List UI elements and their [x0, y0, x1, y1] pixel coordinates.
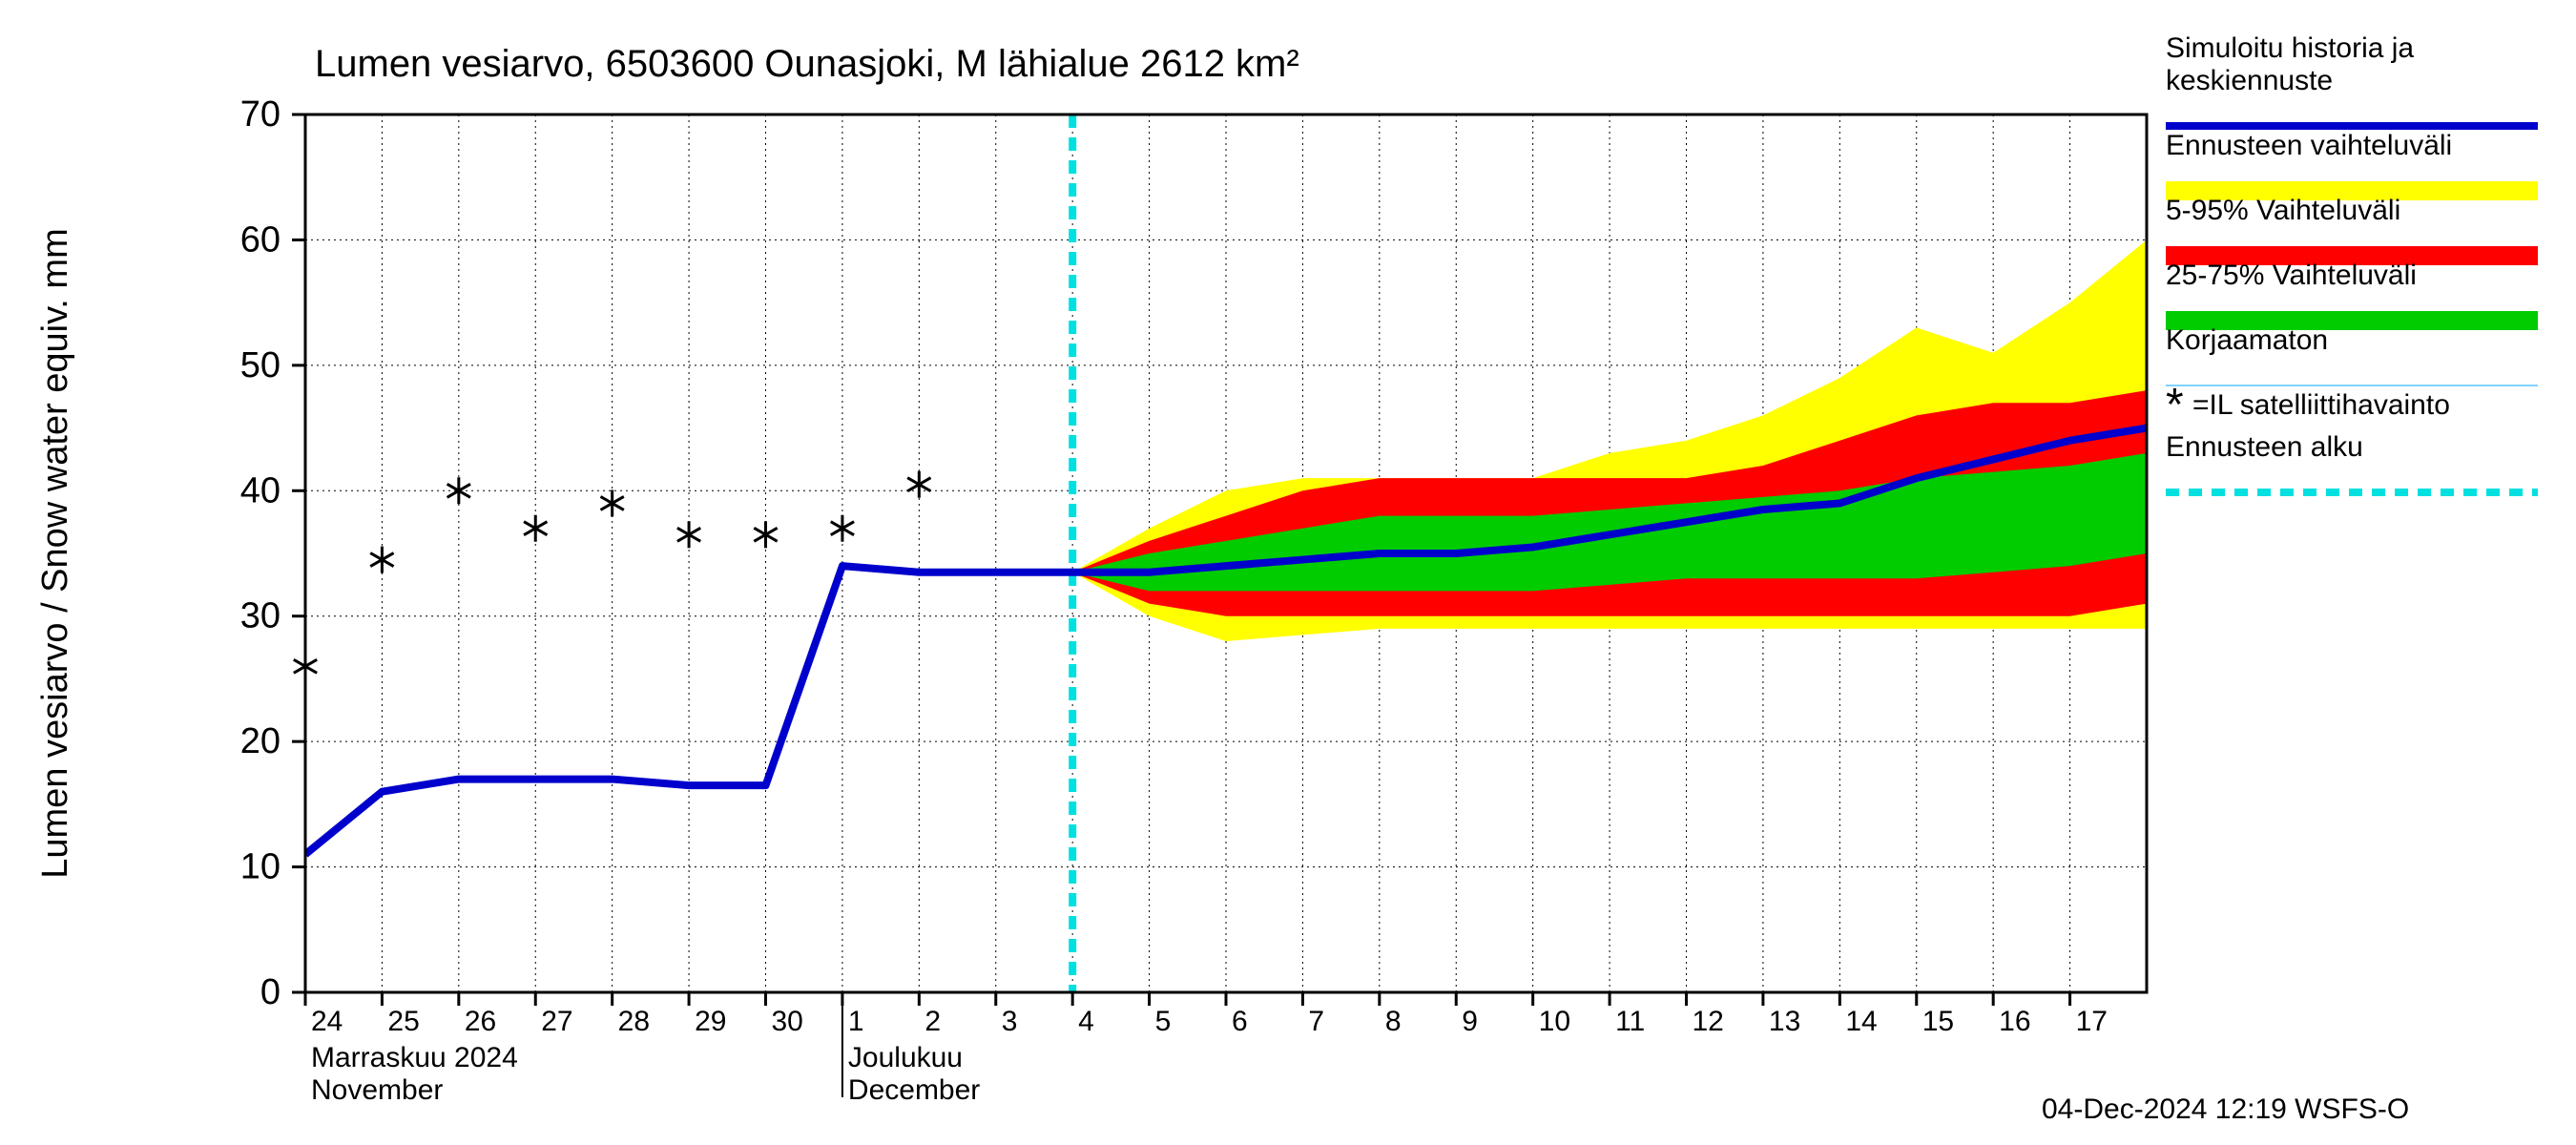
legend-label: Ennusteen alku: [2166, 431, 2363, 463]
xtick-label: 15: [1922, 1006, 1954, 1037]
legend-label: 5-95% Vaihteluväli: [2166, 195, 2400, 226]
xtick-label: 27: [541, 1006, 572, 1037]
xtick-label: 7: [1308, 1006, 1324, 1037]
legend-label: Ennusteen vaihteluväli: [2166, 130, 2452, 161]
month-label-bot-left: November: [311, 1074, 443, 1106]
legend-label: =IL satelliittihavainto: [2192, 389, 2450, 421]
legend-label: keskiennuste: [2166, 65, 2333, 96]
xtick-label: 30: [772, 1006, 803, 1037]
ytick-label: 70: [240, 94, 280, 135]
xtick-label: 24: [311, 1006, 343, 1037]
xtick-label: 6: [1232, 1006, 1248, 1037]
month-label-bot-right: December: [848, 1074, 980, 1106]
xtick-label: 11: [1615, 1006, 1645, 1037]
xtick-label: 29: [695, 1006, 726, 1037]
xtick-label: 14: [1845, 1006, 1877, 1037]
legend-label: Korjaamaton: [2166, 324, 2328, 356]
ytick-label: 60: [240, 219, 280, 260]
xtick-label: 8: [1385, 1006, 1402, 1037]
xtick-label: 2: [924, 1006, 941, 1037]
legend-label: 25-75% Vaihteluväli: [2166, 260, 2417, 291]
chart-root: 0 10 20 30 40 50 60 70 Lumen vesiarvo / Snow wat…: [0, 0, 2576, 1145]
y-axis-label: Lumen vesiarvo / Snow water equiv. mm: [35, 228, 75, 878]
legend-marker-icon: *: [2166, 380, 2184, 430]
month-label-top-right: Joulukuu: [848, 1042, 963, 1073]
ytick-label: 20: [240, 721, 280, 761]
ytick-label: 50: [240, 345, 280, 385]
ytick-label: 10: [240, 847, 280, 887]
ytick-label: 40: [240, 470, 280, 510]
xtick-label: 9: [1462, 1006, 1478, 1037]
ytick-label: 0: [260, 972, 280, 1012]
ytick-label: 30: [240, 596, 280, 636]
xtick-label: 17: [2076, 1006, 2108, 1037]
xtick-label: 28: [618, 1006, 650, 1037]
footer-timestamp: 04-Dec-2024 12:19 WSFS-O: [2042, 1093, 2409, 1125]
xtick-label: 10: [1539, 1006, 1570, 1037]
xtick-label: 13: [1769, 1006, 1800, 1037]
xtick-label: 12: [1693, 1006, 1724, 1037]
chart-title: Lumen vesiarvo, 6503600 Ounasjoki, M läh…: [315, 43, 1299, 85]
xtick-label: 16: [1999, 1006, 2030, 1037]
xtick-label: 5: [1155, 1006, 1172, 1037]
xtick-label: 3: [1002, 1006, 1018, 1037]
xtick-label: 26: [465, 1006, 496, 1037]
month-label-top-left: Marraskuu 2024: [311, 1042, 518, 1073]
chart-svg: 0 10 20 30 40 50 60 70 Lumen vesiarvo / Snow wat…: [0, 0, 2576, 1145]
legend-label: Simuloitu historia ja: [2166, 32, 2414, 64]
xtick-label: 1: [848, 1006, 864, 1037]
xtick-label: 4: [1078, 1006, 1094, 1037]
xtick-label: 25: [387, 1006, 419, 1037]
